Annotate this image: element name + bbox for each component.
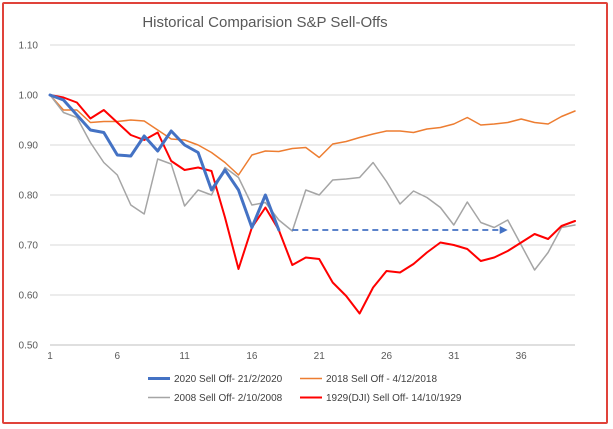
x-tick-label: 26 <box>381 351 393 362</box>
y-tick-label: 0.90 <box>19 141 39 152</box>
legend-label: 2008 Sell Off- 2/10/2008 <box>174 393 283 404</box>
series-lines <box>48 93 576 315</box>
gridlines <box>50 44 575 296</box>
y-tick-label: 0.50 <box>19 341 39 352</box>
y-tick-label: 0.70 <box>19 241 39 252</box>
axes: 0.500.600.700.800.901.001.101 6 11 16 21 26 31… <box>19 41 575 362</box>
series-line <box>48 93 281 232</box>
series-line <box>49 94 576 176</box>
legend-label: 1929(DJI) Sell Off- 14/10/1929 <box>326 393 462 404</box>
legend-label: 2018 Sell Off - 4/12/2018 <box>326 374 437 385</box>
x-tick-label: 6 <box>115 351 121 362</box>
x-tick-label: 21 <box>314 351 326 362</box>
chart-frame <box>2 2 608 424</box>
x-tick-label: 1 <box>47 351 53 362</box>
chart-title: Historical Comparision S&P Sell-Offs <box>142 14 387 31</box>
x-tick-label: 31 <box>448 351 460 362</box>
y-tick-label: 1.00 <box>19 91 39 102</box>
legend: 2020 Sell Off- 21/2/2020 2018 Sell Off - … <box>148 374 462 404</box>
legend-label: 2020 Sell Off- 21/2/2020 <box>174 374 283 385</box>
y-tick-label: 0.60 <box>19 291 39 302</box>
y-tick-label: 0.80 <box>19 191 39 202</box>
x-tick-label: 11 <box>179 351 190 362</box>
x-tick-label: 36 <box>516 351 528 362</box>
annotation-arrow-head <box>499 226 508 234</box>
x-tick-label: 16 <box>246 351 258 362</box>
y-tick-label: 1.10 <box>19 41 39 52</box>
annotation-layer <box>292 226 508 234</box>
series-line <box>49 94 576 315</box>
series-line <box>49 94 576 271</box>
